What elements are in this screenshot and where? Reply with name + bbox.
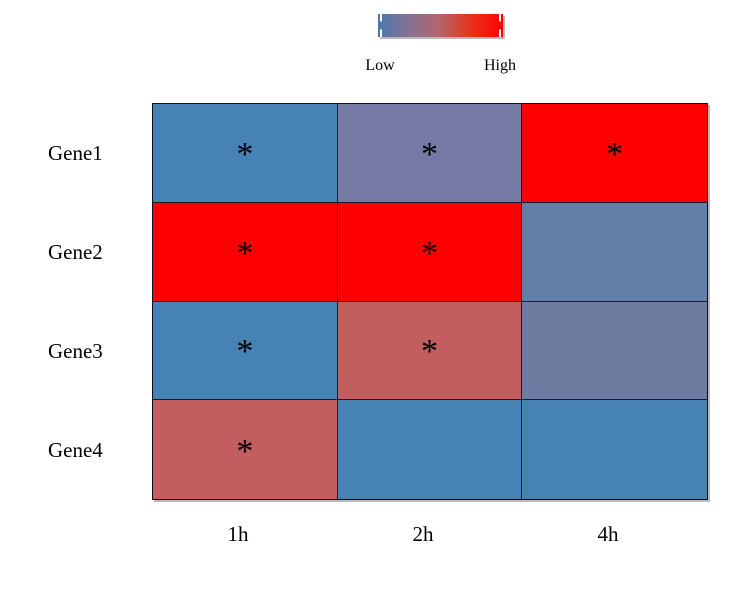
significance-asterisk: * <box>236 234 254 272</box>
significance-asterisk: * <box>420 333 438 371</box>
column-label-4h: 4h <box>597 522 619 546</box>
heatmap-cell <box>337 400 523 499</box>
row-label-gene1: Gene1 <box>48 141 103 165</box>
legend-high-tick-icon <box>499 14 501 37</box>
legend-gradient-bar <box>378 14 503 37</box>
significance-asterisk: * <box>606 135 624 173</box>
significance-asterisk: * <box>420 135 438 173</box>
legend-high-label: High <box>484 57 516 74</box>
heatmap-grid: * * * * * * * * <box>152 103 708 500</box>
column-label-1h: 1h <box>227 522 249 546</box>
row-label-gene2: Gene2 <box>48 240 103 264</box>
row-label-gene4: Gene4 <box>48 438 103 462</box>
heatmap-cell: * <box>337 104 523 203</box>
significance-asterisk: * <box>236 135 254 173</box>
heatmap-cell: * <box>153 202 338 302</box>
heatmap-cell: * <box>153 400 338 499</box>
heatmap-cell: * <box>337 202 523 302</box>
heatmap-cell: * <box>337 301 523 401</box>
column-label-2h: 2h <box>412 522 434 546</box>
heatmap-cell: * <box>522 104 707 203</box>
heatmap-cell <box>522 202 707 302</box>
significance-asterisk: * <box>236 432 254 470</box>
legend-low-label: Low <box>365 57 395 74</box>
row-label-gene3: Gene3 <box>48 339 103 363</box>
heatmap-cell <box>522 400 707 499</box>
significance-asterisk: * <box>420 234 438 272</box>
legend-low-tick-icon <box>380 14 382 37</box>
heatmap-cell: * <box>153 301 338 401</box>
heatmap-cell <box>522 301 707 401</box>
significance-asterisk: * <box>236 333 254 371</box>
heatmap-cell: * <box>153 104 338 203</box>
